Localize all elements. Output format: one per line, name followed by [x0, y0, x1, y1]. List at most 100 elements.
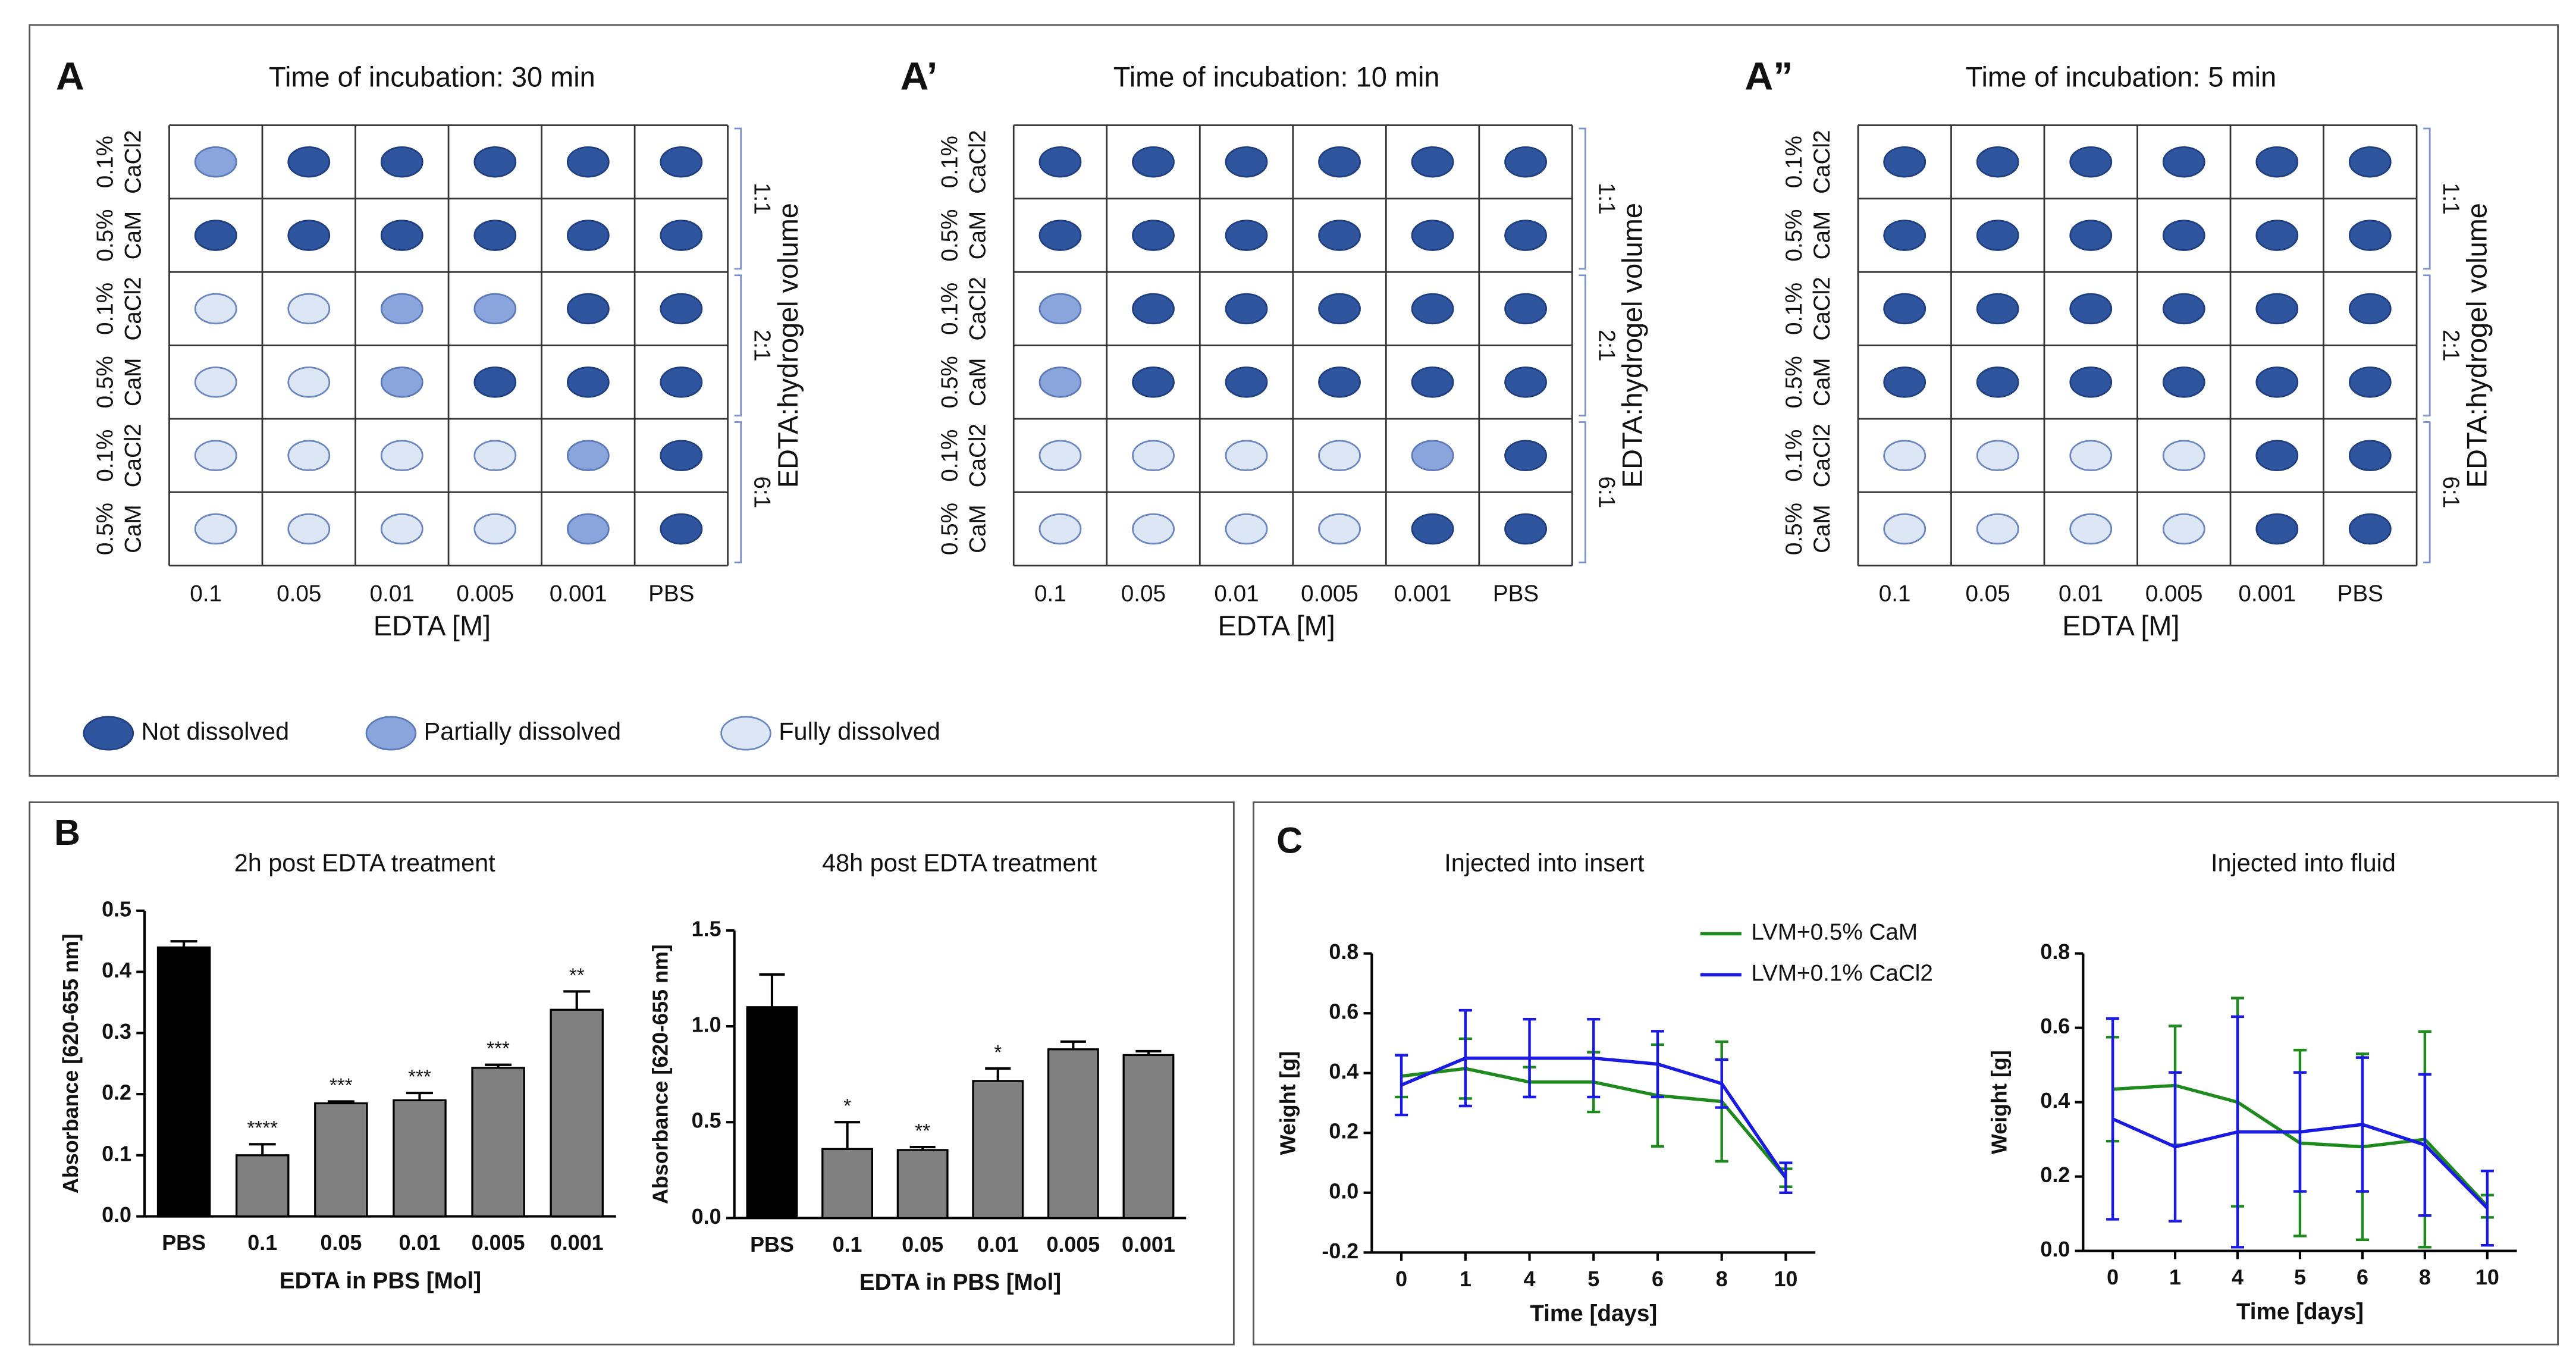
y-tick-label: 0.3	[102, 1020, 131, 1044]
y-tick-label: 0.0	[1329, 1179, 1358, 1203]
sample-spot	[1132, 220, 1175, 251]
legend-swatch	[83, 716, 134, 751]
sample-spot	[1318, 513, 1361, 545]
row-label: CaCl2	[965, 424, 990, 487]
bar	[972, 1080, 1024, 1219]
sample-spot	[2069, 513, 2113, 545]
bar	[550, 1008, 604, 1218]
sample-spot	[473, 146, 517, 178]
sample-spot	[1504, 293, 1547, 325]
column-label: 0.01	[2059, 581, 2103, 607]
chart-title: Injected into insert	[1444, 848, 1645, 876]
column-label: 0.1	[1879, 581, 1911, 607]
sample-spot	[1504, 366, 1547, 398]
sample-spot	[1225, 513, 1268, 545]
row-label: CaCl2	[1809, 277, 1835, 340]
sample-spot	[287, 366, 331, 398]
column-label: 0.001	[1394, 581, 1452, 607]
sample-spot	[287, 293, 331, 325]
legend-label: Fully dissolved	[779, 717, 940, 745]
column-label: 0.01	[1214, 581, 1259, 607]
sample-spot	[2162, 220, 2205, 251]
column-label: 0.005	[1301, 581, 1358, 607]
panel-title: Time of incubation: 5 min	[1966, 61, 2277, 93]
row-label: 0.1%	[93, 430, 118, 482]
bar	[1047, 1048, 1099, 1219]
x-tick-label: 0.001	[1122, 1233, 1175, 1257]
sample-spot	[1038, 293, 1082, 325]
sample-spot	[1411, 220, 1454, 251]
bar	[896, 1149, 949, 1219]
column-label: 0.1	[190, 581, 222, 607]
significance-label: *	[994, 1042, 1002, 1064]
significance-label: *	[843, 1095, 851, 1117]
x-tick-label: 5	[2294, 1265, 2306, 1289]
y-tick-label: 0.6	[2040, 1014, 2070, 1038]
row-label: 0.5%	[93, 503, 118, 555]
sample-spot	[2069, 440, 2113, 471]
x-tick-label: 0	[1395, 1267, 1407, 1291]
panel-letter: B	[54, 812, 80, 853]
row-label: 0.1%	[1781, 136, 1807, 188]
sample-spot	[2348, 220, 2392, 251]
group-bracket	[734, 421, 742, 563]
sample-spot	[1132, 146, 1175, 178]
sample-spot	[2162, 146, 2205, 178]
y-tick-label: 0.0	[2040, 1237, 2070, 1261]
bar	[746, 1006, 798, 1219]
sample-spot	[1883, 293, 1926, 325]
column-label: 0.05	[1966, 581, 2010, 607]
x-tick-label: 6	[1652, 1267, 1664, 1291]
y-tick-label: 0.5	[102, 897, 131, 921]
sample-spot	[1318, 440, 1361, 471]
significance-label: ***	[408, 1066, 431, 1088]
x-tick-label: 0.05	[320, 1231, 362, 1255]
sample-spot	[1976, 293, 2019, 325]
sample-spot	[566, 440, 610, 471]
group-bracket	[2423, 274, 2431, 416]
column-label: 0.005	[456, 581, 514, 607]
bar	[821, 1148, 873, 1219]
x-tick-label: PBS	[750, 1233, 794, 1257]
column-label: 0.05	[277, 581, 321, 607]
sample-spot	[1504, 440, 1547, 471]
sample-spot	[1038, 366, 1082, 398]
row-label: 0.1%	[93, 283, 118, 335]
row-label: 0.5%	[93, 356, 118, 408]
sample-spot	[1411, 366, 1454, 398]
sample-spot	[1318, 293, 1361, 325]
row-label: CaCl2	[965, 277, 990, 340]
panel-title: Time of incubation: 10 min	[1113, 61, 1440, 93]
sample-spot	[1976, 440, 2019, 471]
sample-spot	[2348, 146, 2392, 178]
sample-spot	[380, 220, 423, 251]
sample-spot	[1504, 220, 1547, 251]
sample-spot	[566, 513, 610, 545]
group-label: 2:1	[749, 330, 775, 362]
row-label: 0.5%	[1781, 209, 1807, 262]
sample-spot	[380, 146, 423, 178]
x-tick-label: 0.1	[247, 1231, 277, 1255]
sample-spot	[1976, 513, 2019, 545]
x-axis-label: EDTA [M]	[374, 610, 491, 641]
sample-spot	[1883, 440, 1926, 471]
y-axis-label: Absorbance [620-655 nm]	[59, 933, 83, 1193]
y-axis-label: Weight [g]	[1988, 1050, 2012, 1154]
group-bracket	[734, 127, 742, 270]
x-tick-label: 8	[2419, 1265, 2431, 1289]
x-tick-label: 0.05	[902, 1233, 943, 1257]
sample-spot	[1132, 513, 1175, 545]
x-axis-label: Time [days]	[1530, 1301, 1657, 1327]
sample-spot	[194, 513, 237, 545]
sample-spot	[194, 220, 237, 251]
row-label: CaM	[1809, 358, 1835, 407]
x-tick-label: 6	[2357, 1265, 2368, 1289]
sample-spot	[473, 513, 517, 545]
x-tick-label: 10	[1774, 1267, 1797, 1291]
x-tick-label: 4	[1524, 1267, 1536, 1291]
sample-spot	[1411, 146, 1454, 178]
x-tick-label: 0.01	[399, 1231, 441, 1255]
bar	[1122, 1054, 1175, 1219]
sample-spot	[1976, 146, 2019, 178]
x-axis-label: EDTA [M]	[1218, 610, 1335, 641]
